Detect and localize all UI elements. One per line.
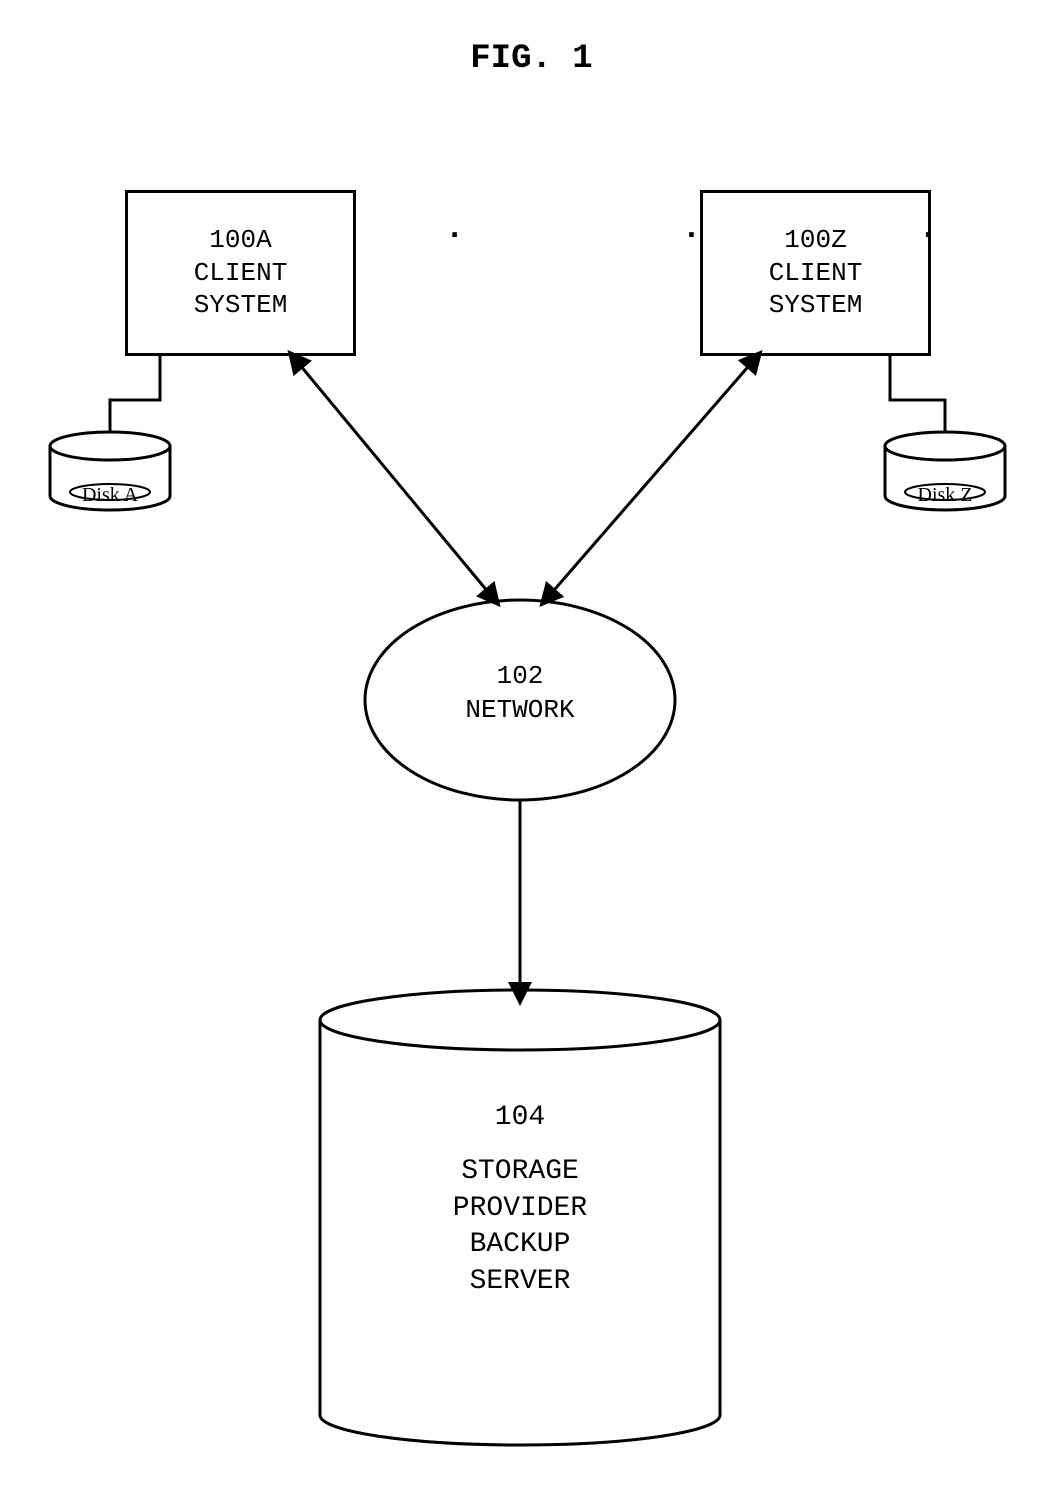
client-a-line3: SYSTEM: [194, 289, 288, 322]
figure-title: FIG. 1: [0, 40, 1063, 78]
client-z-line2: CLIENT: [769, 257, 863, 290]
edge-client-a-to-disk-a: [110, 353, 160, 432]
edge-client-z-to-network: [542, 353, 760, 604]
client-system-a-box: 100A CLIENT SYSTEM: [125, 190, 356, 356]
disk-a-label: Disk A: [60, 482, 160, 508]
client-a-id: 100A: [209, 224, 271, 257]
server-line3: BACKUP: [370, 1227, 670, 1263]
network-node-label: 102 NETWORK: [395, 660, 645, 728]
client-z-line3: SYSTEM: [769, 289, 863, 322]
edge-client-a-to-network: [290, 353, 498, 604]
disk-z-label: Disk Z: [895, 482, 995, 508]
server-line2: PROVIDER: [370, 1191, 670, 1227]
client-a-line2: CLIENT: [194, 257, 288, 290]
server-line4: SERVER: [370, 1264, 670, 1300]
network-text: NETWORK: [395, 694, 645, 728]
ellipsis-dots: . . .: [445, 210, 978, 247]
edge-client-z-to-disk-z: [890, 353, 945, 432]
server-id: 104: [370, 1100, 670, 1136]
server-spacer: [370, 1136, 670, 1154]
server-line1: STORAGE: [370, 1154, 670, 1190]
network-id: 102: [395, 660, 645, 694]
server-cylinder-label: 104 STORAGE PROVIDER BACKUP SERVER: [370, 1100, 670, 1300]
